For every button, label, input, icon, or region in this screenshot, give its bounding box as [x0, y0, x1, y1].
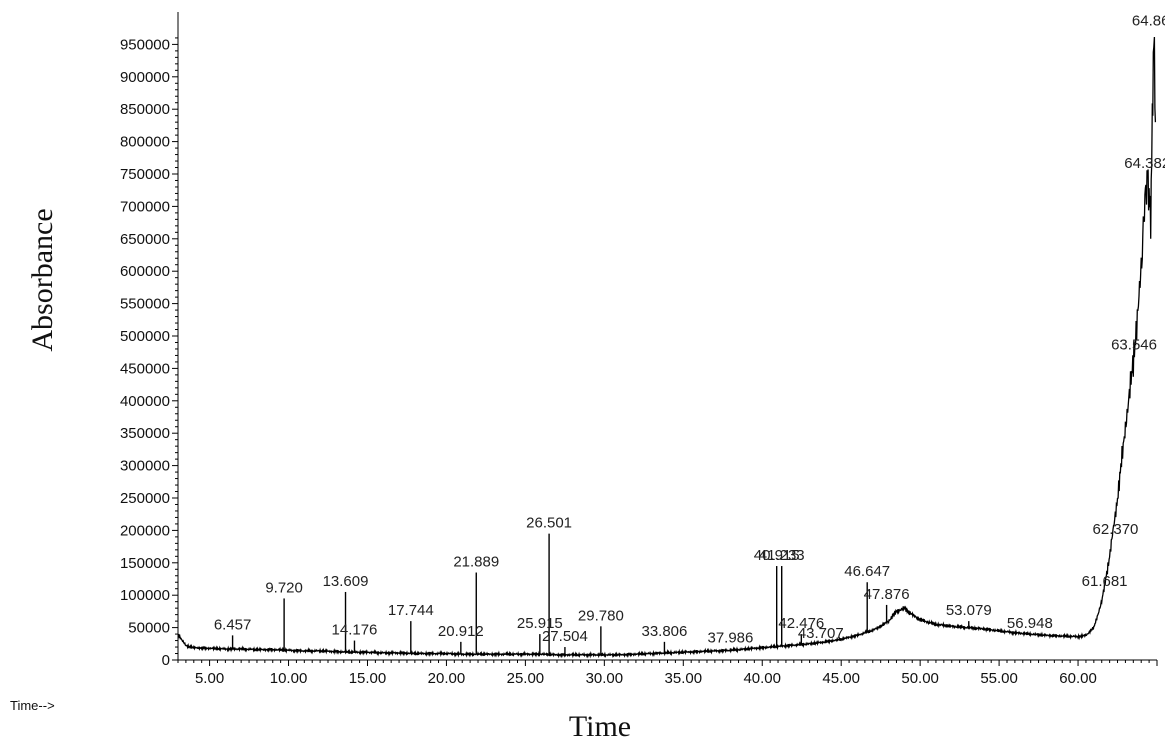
- peak-label: 46.647: [844, 563, 890, 580]
- peak-label: 20.912: [438, 623, 484, 640]
- y-tick-label: 100000: [120, 587, 170, 604]
- y-tick-label: 200000: [120, 522, 170, 539]
- peak-label: 33.806: [641, 623, 687, 640]
- peak-label: 41.233: [759, 547, 805, 564]
- y-tick-label: 800000: [120, 134, 170, 151]
- y-tick-label: 850000: [120, 101, 170, 118]
- y-tick-label: 750000: [120, 166, 170, 183]
- x-axis-title: Time: [569, 710, 631, 743]
- x-tick-label: 15.00: [349, 670, 387, 687]
- peak-label: 14.176: [332, 622, 378, 639]
- peak-label: 56.948: [1007, 615, 1053, 632]
- peak-label: 9.720: [265, 579, 303, 596]
- y-tick-label: 600000: [120, 263, 170, 280]
- x-tick-label: 35.00: [665, 670, 703, 687]
- y-tick-label: 250000: [120, 490, 170, 507]
- y-tick-label: 0: [162, 652, 170, 669]
- peak-label: 40.915: [754, 547, 800, 564]
- peak-label: 64.865: [1132, 12, 1165, 29]
- peak-label: 27.504: [542, 628, 588, 645]
- x-tick-label: 40.00: [743, 670, 781, 687]
- y-tick-label: 900000: [120, 69, 170, 86]
- y-axis: 0 50000 100000 150000 200000 250000 300000 3500…: [120, 12, 179, 669]
- y-tick-label: 550000: [120, 296, 170, 313]
- y-tick-label: 450000: [120, 360, 170, 377]
- peak-label: 64.382: [1124, 155, 1165, 172]
- peak-label: 43.707: [798, 625, 844, 642]
- x-axis: 5.00 10.00 15.00 20.00 25.00 30.00 35.00 40.00 4…: [177, 659, 1158, 687]
- peak-label: 25.915: [517, 615, 563, 632]
- y-tick-label: 950000: [120, 36, 170, 53]
- peak-label: 47.876: [864, 586, 910, 603]
- peak-label: 62.370: [1093, 521, 1139, 538]
- x-tick-label: 50.00: [901, 670, 939, 687]
- x-tick-label: 5.00: [195, 670, 224, 687]
- peak-label: 17.744: [388, 602, 434, 619]
- x-tick-label: 30.00: [586, 670, 624, 687]
- peak-label: 13.609: [323, 573, 369, 590]
- y-tick-label: 500000: [120, 328, 170, 345]
- y-tick-label: 50000: [128, 620, 170, 637]
- peak-label: 21.889: [453, 554, 499, 571]
- x-tick-label: 25.00: [507, 670, 545, 687]
- peak-label: 29.780: [578, 607, 624, 624]
- x-axis-caption: Time-->: [10, 698, 55, 713]
- y-tick-label: 300000: [120, 458, 170, 475]
- peak-label: 63.546: [1111, 336, 1157, 353]
- peak-label: 37.986: [707, 629, 753, 646]
- y-axis-title: Absorbance: [26, 208, 59, 351]
- peak-label: 42.476: [778, 615, 824, 632]
- y-tick-label: 350000: [120, 425, 170, 442]
- y-tick-label: 400000: [120, 393, 170, 410]
- x-tick-label: 10.00: [270, 670, 308, 687]
- x-tick-label: 20.00: [428, 670, 466, 687]
- y-tick-label: 650000: [120, 231, 170, 248]
- peak-label: 6.457: [214, 616, 252, 633]
- x-tick-label: 60.00: [1059, 670, 1097, 687]
- peak-label: 26.501: [526, 515, 572, 532]
- chromatogram-trace: [177, 36, 1157, 659]
- y-tick-label: 150000: [120, 555, 170, 572]
- y-tick-label: 700000: [120, 198, 170, 215]
- x-tick-label: 45.00: [822, 670, 860, 687]
- x-tick-label: 55.00: [980, 670, 1018, 687]
- peak-label: 61.681: [1082, 573, 1128, 590]
- peak-marks: [231, 533, 1031, 655]
- peak-label: 53.079: [946, 602, 992, 619]
